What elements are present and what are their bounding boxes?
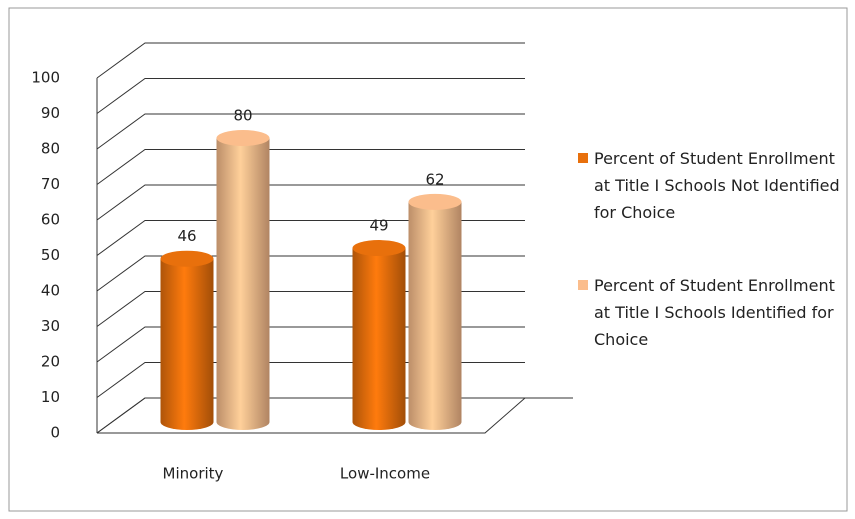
x-tick-label: Low-Income (340, 465, 430, 483)
legend-label: Percent of Student Enrollment at Title I… (594, 149, 840, 222)
y-tick-label: 100 (31, 69, 60, 87)
legend-swatch (578, 280, 588, 290)
cylinder-top (216, 130, 270, 146)
cylinder-top (352, 240, 406, 257)
grid-line (96, 78, 525, 114)
y-tick-label: 10 (41, 388, 60, 406)
cylinder (408, 201, 462, 430)
cylinder (216, 138, 270, 430)
data-label: 46 (177, 227, 196, 245)
y-tick-label: 50 (41, 246, 60, 264)
grid-line (96, 113, 525, 150)
data-label: 80 (233, 107, 252, 125)
grid-line (96, 184, 525, 221)
y-tick-label: 20 (41, 353, 60, 371)
grid-line (96, 42, 525, 79)
cylinder-top (160, 250, 214, 267)
y-tick-label: 60 (41, 211, 60, 229)
grid-line (96, 220, 525, 256)
legend-swatch (578, 153, 588, 163)
y-tick-label: 0 (50, 424, 60, 442)
cylinder-top (408, 193, 462, 210)
y-tick-label: 90 (41, 104, 60, 122)
legend-label: Percent of Student Enrollment at Title I… (594, 276, 835, 349)
y-tick-label: 80 (41, 140, 60, 158)
grid-line (96, 149, 525, 185)
y-tick-label: 70 (41, 175, 60, 193)
legend-entry: Percent of Student Enrollment at Title I… (578, 272, 840, 353)
data-label: 62 (425, 170, 444, 188)
y-tick-label: 30 (41, 317, 60, 335)
legend-entry: Percent of Student Enrollment at Title I… (578, 145, 840, 226)
cylinder (352, 248, 406, 430)
y-tick-label: 40 (41, 282, 60, 300)
cylinder (160, 258, 214, 430)
x-tick-label: Minority (163, 465, 224, 483)
data-label: 49 (369, 217, 388, 235)
